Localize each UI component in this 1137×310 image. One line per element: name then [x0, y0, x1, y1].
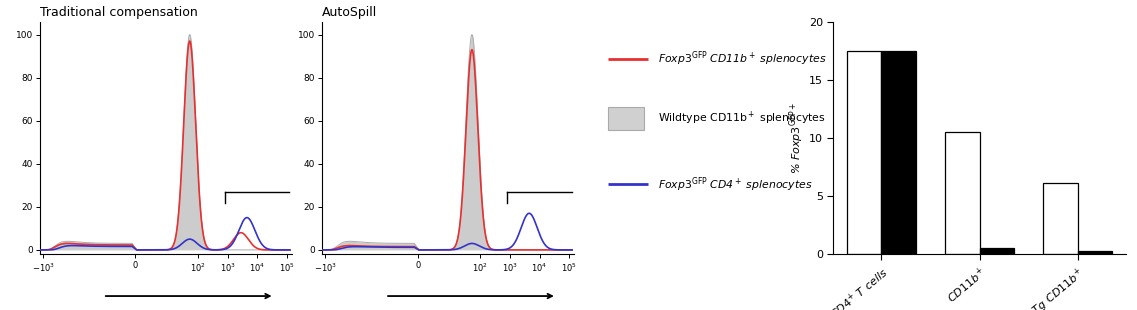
Bar [1044, 183, 1078, 254]
Bar [847, 51, 881, 254]
Text: $Foxp3^{\rm GFP}$ CD4$^+$ splenocytes: $Foxp3^{\rm GFP}$ CD4$^+$ splenocytes [658, 175, 813, 194]
Text: AutoSpill: AutoSpill [322, 6, 377, 19]
Bar [979, 248, 1014, 254]
Bar [945, 132, 979, 254]
Bar [1078, 251, 1112, 254]
Text: $Foxp3^{\rm GFP}$ CD11b$^+$ splenocytes: $Foxp3^{\rm GFP}$ CD11b$^+$ splenocytes [658, 50, 827, 68]
Y-axis label: % $Foxp3^{\rm GFP+}$: % $Foxp3^{\rm GFP+}$ [788, 102, 806, 174]
Text: Traditional compensation: Traditional compensation [40, 6, 198, 19]
Text: Wildtype CD11b$^+$ splenocytes: Wildtype CD11b$^+$ splenocytes [658, 109, 825, 127]
Bar [608, 107, 645, 130]
Bar [881, 51, 915, 254]
